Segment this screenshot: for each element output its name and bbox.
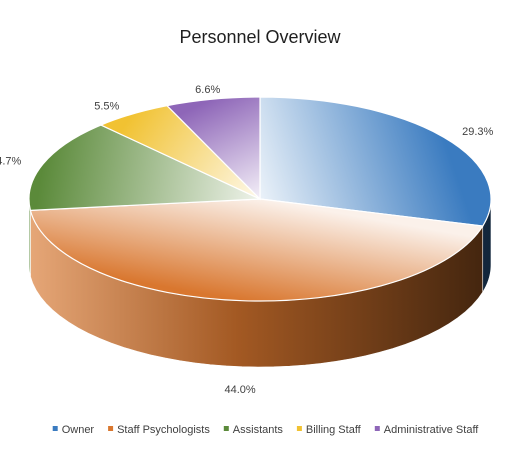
pie-slice-owner	[259, 96, 492, 227]
pie-slice-staff-psychologists	[29, 198, 484, 302]
legend-swatch	[108, 426, 114, 431]
legend-label: Owner	[62, 424, 95, 436]
legend-label: Billing Staff	[306, 424, 362, 436]
legend-item-billing-staff: Billing Staff	[296, 424, 362, 436]
pie-slices	[28, 96, 492, 302]
legend-item-administrative-staff: Administrative Staff	[374, 424, 480, 436]
chart-title: Personnel Overview	[179, 27, 341, 47]
data-label-staff-psychologists: 44.0%	[224, 384, 255, 396]
pie-slice-assistants	[28, 124, 261, 211]
legend-label: Staff Psychologists	[117, 424, 210, 436]
legend-swatch	[52, 426, 58, 431]
legend: Owner Staff Psychologists Assistants Billin…	[52, 424, 480, 436]
legend-item-assistants: Assistants	[223, 424, 284, 436]
legend-swatch	[223, 426, 229, 431]
legend-swatch	[296, 426, 302, 431]
pie-slice-administrative-staff	[165, 96, 261, 201]
data-labels: 29.3% 44.0% 14.7% 5.5% 6.6%	[0, 84, 494, 396]
data-label-assistants: 14.7%	[0, 156, 22, 168]
legend-item-owner: Owner	[52, 424, 95, 436]
data-label-billing-staff: 5.5%	[94, 101, 119, 113]
legend-swatch	[374, 426, 380, 431]
data-label-administrative-staff: 6.6%	[195, 84, 220, 96]
legend-label: Administrative Staff	[384, 424, 480, 436]
legend-item-staff-psychologists: Staff Psychologists	[108, 424, 210, 436]
legend-label: Assistants	[233, 424, 284, 436]
data-label-owner: 29.3%	[462, 126, 493, 138]
